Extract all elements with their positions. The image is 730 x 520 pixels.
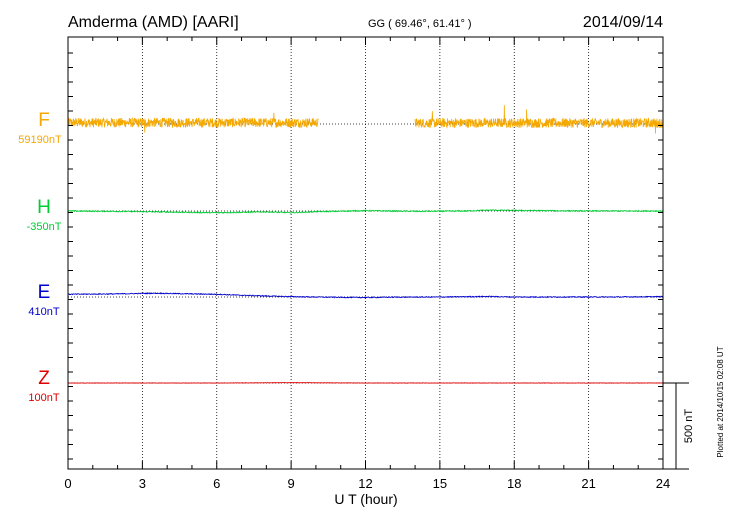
series-H-trace: [67, 209, 664, 214]
series-baseline-E: 410nT: [28, 306, 59, 318]
series-F-trace-1: [67, 112, 319, 133]
station-title: Amderma (AMD) [AARI]: [68, 14, 239, 31]
x-tick-label-21: 21: [581, 476, 595, 491]
scale-bar-label: 500 nT: [683, 409, 695, 444]
series-name-E: E: [38, 282, 51, 303]
x-tick-label-3: 3: [139, 476, 146, 491]
x-tick-label-15: 15: [433, 476, 447, 491]
series-F-trace-2: [414, 105, 664, 134]
date-label: 2014/09/14: [583, 14, 663, 31]
series-labels: F 59190nT H -350nT E 410nT Z 100nT: [18, 110, 62, 404]
series-Z-trace: [67, 382, 664, 384]
x-tick-label-9: 9: [288, 476, 295, 491]
series-name-H: H: [37, 197, 51, 218]
x-tick-label-18: 18: [507, 476, 521, 491]
x-axis-tick-labels: 0 3 6 9 12 15 18 21 24: [64, 476, 670, 491]
series-baseline-F: 59190nT: [18, 134, 62, 146]
series-baseline-H: -350nT: [27, 221, 62, 233]
coordinates-label: GG ( 69.46°, 61.41° ): [368, 18, 472, 30]
plotted-at-note: Plotted at 2014/10/15 02:08 UT: [716, 346, 725, 457]
grid-lines: [141, 37, 590, 469]
series-name-Z: Z: [38, 368, 50, 389]
scale-bar: 500 nT: [663, 382, 695, 470]
axis-ticks: [67, 37, 664, 469]
x-tick-label-12: 12: [358, 476, 372, 491]
x-tick-label-0: 0: [64, 476, 71, 491]
x-tick-label-6: 6: [213, 476, 220, 491]
x-tick-label-24: 24: [656, 476, 670, 491]
x-axis-title: U T (hour): [334, 491, 397, 507]
series-name-F: F: [38, 110, 50, 131]
series-traces: [67, 105, 664, 384]
series-E-trace: [67, 292, 664, 299]
series-baseline-Z: 100nT: [28, 392, 59, 404]
